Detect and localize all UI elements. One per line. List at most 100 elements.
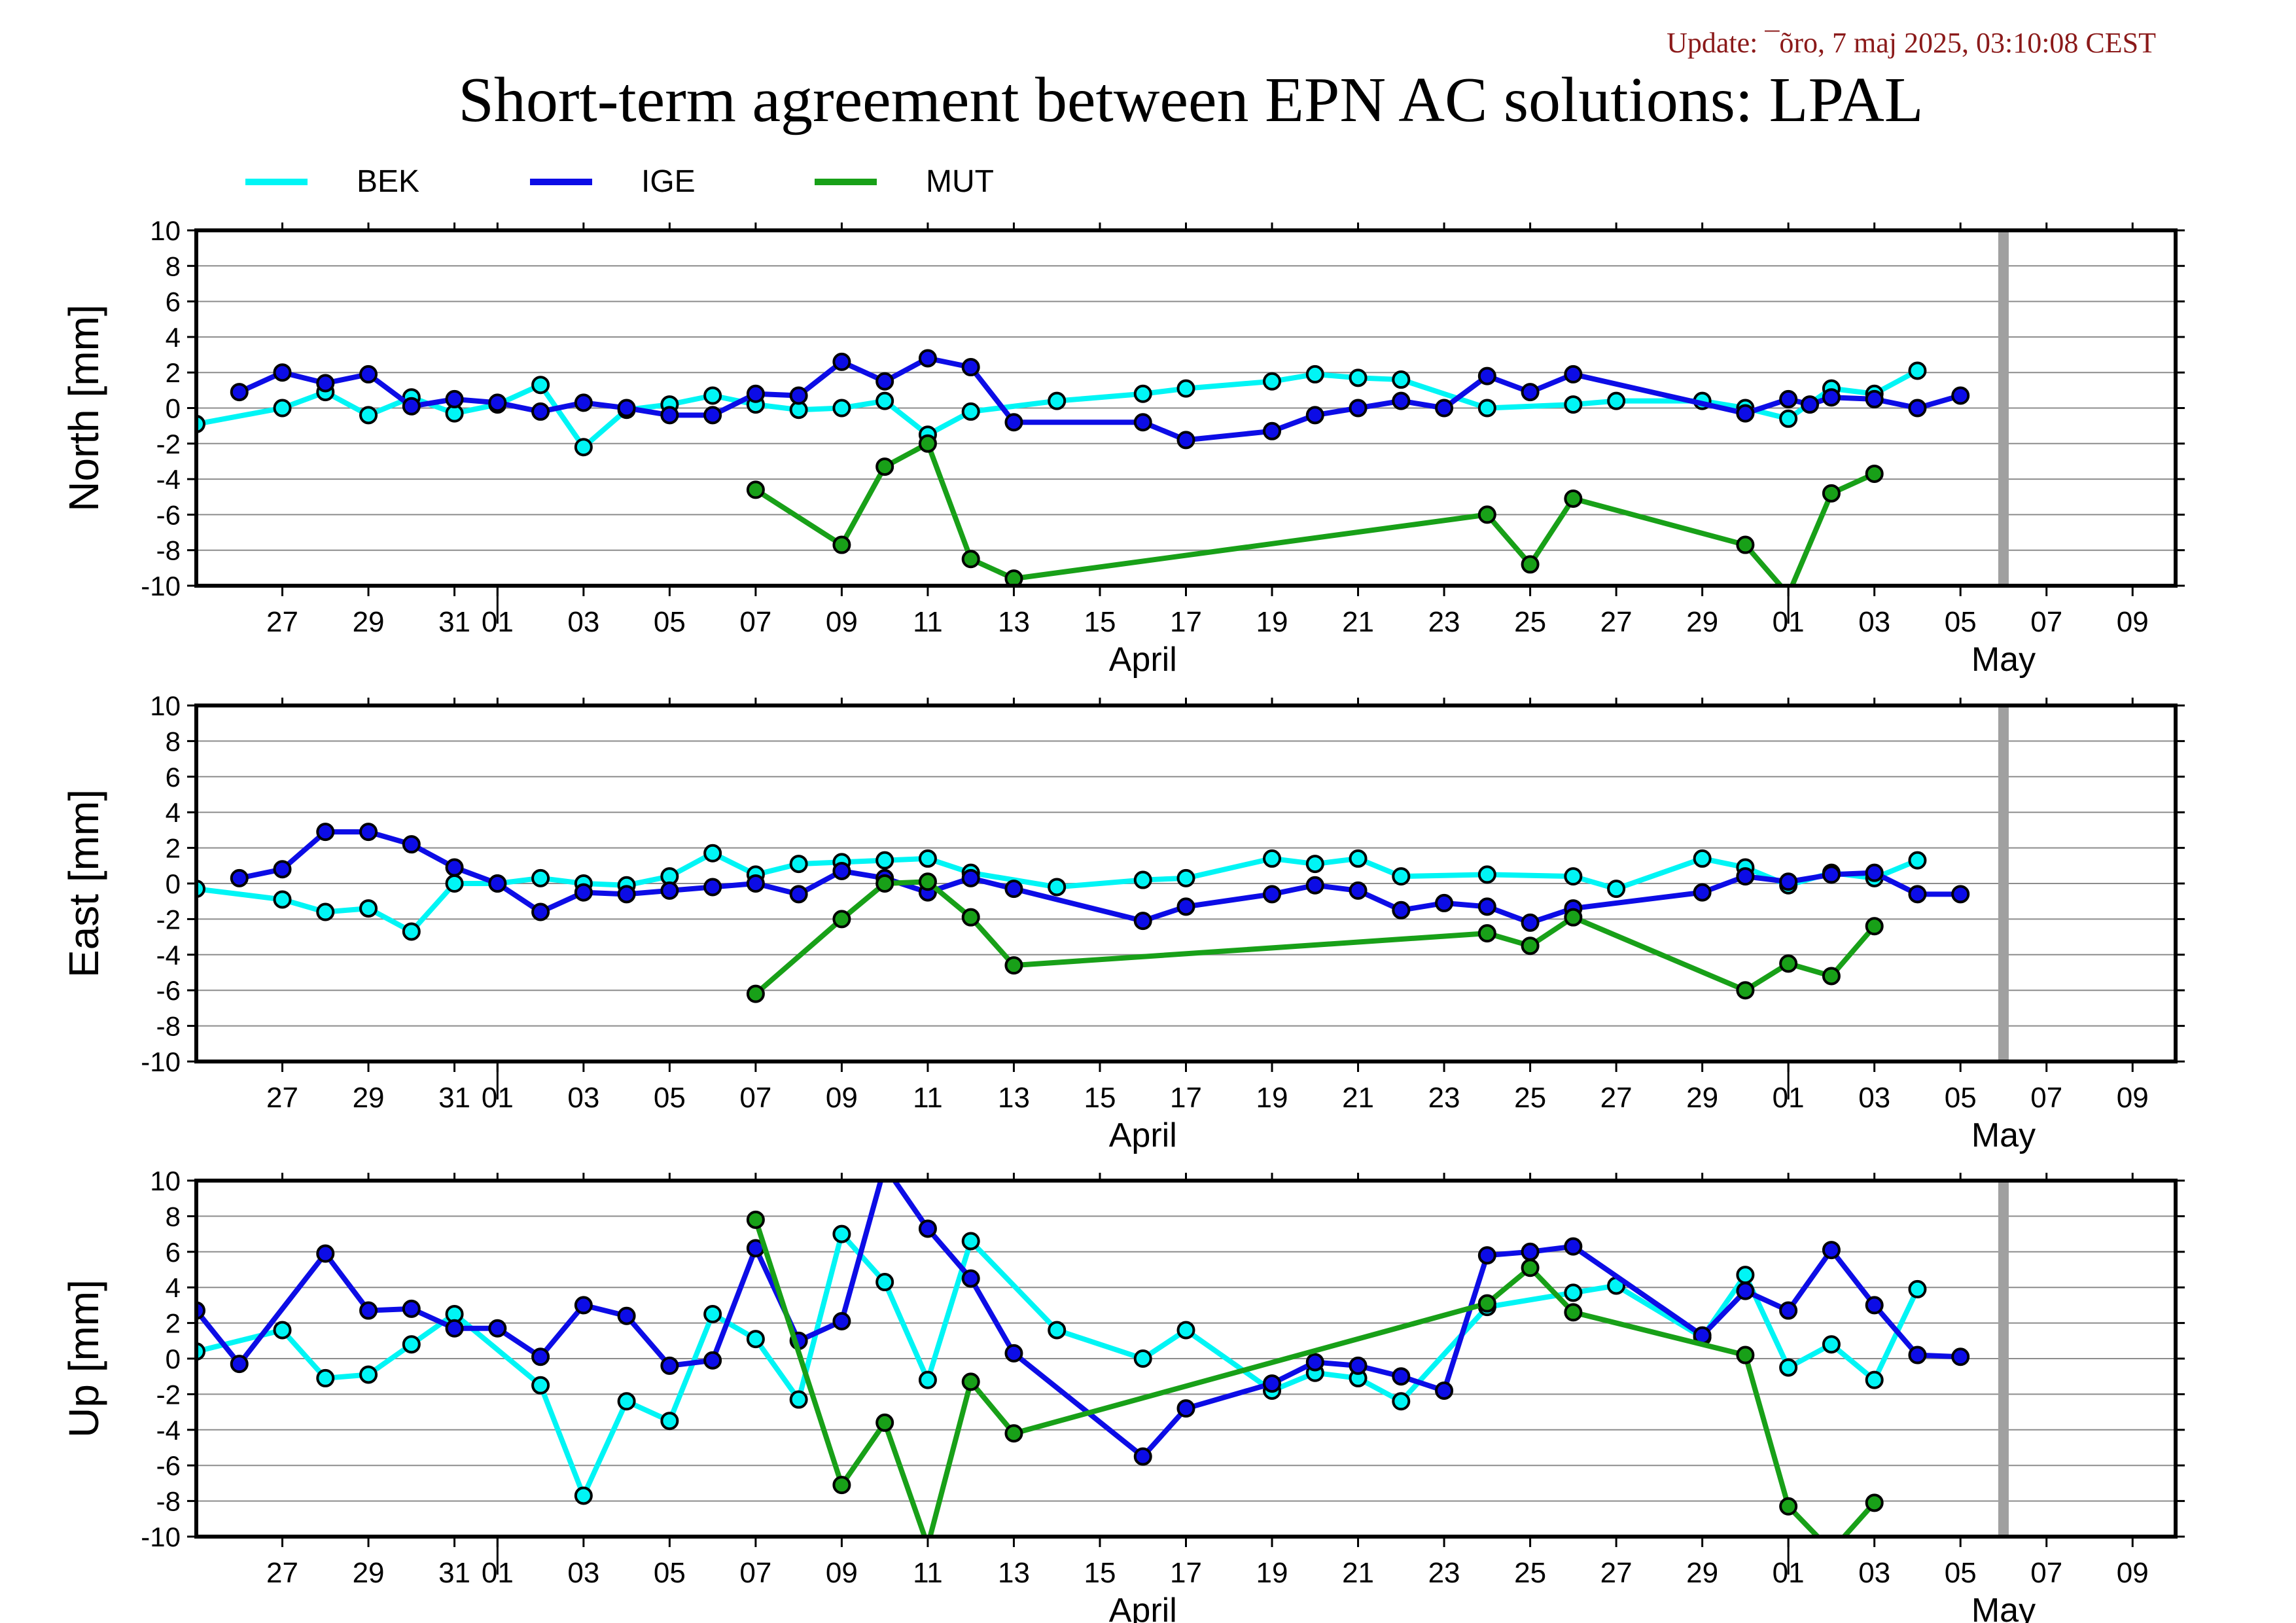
data-point-bek [1779,409,1798,428]
y-tick-label: -8 [156,1011,181,1042]
data-point-bek [574,1486,593,1505]
x-tick-label: 31 [438,606,470,638]
x-tick-label: 29 [1686,1557,1718,1589]
data-point-bek [1305,855,1324,874]
data-point-ige [1779,1301,1798,1320]
series-line-bek [196,368,1919,450]
data-point-bek [273,399,292,418]
data-point-bek [1865,1370,1884,1389]
data-point-bek [1908,851,1927,870]
today-marker [1998,705,2009,1061]
data-point-ige [1822,865,1841,884]
y-tick-label: -8 [156,535,181,566]
x-tick-label: 21 [1342,1082,1374,1114]
data-point-ige [832,861,851,880]
data-point-bek [703,844,722,863]
x-tick-label: 25 [1514,1557,1546,1589]
data-point-ige [359,1301,378,1320]
data-point-ige [1564,1237,1583,1256]
x-tick-label: 19 [1256,606,1288,638]
data-point-mut [1779,1497,1798,1516]
data-point-ige [1521,383,1540,402]
y-tick-label: -4 [156,1415,181,1446]
data-point-bek [1779,1358,1798,1377]
y-tick-label: 8 [166,251,181,281]
data-point-bek [531,1376,550,1395]
data-point-ige [961,358,980,377]
data-point-bek [1477,399,1496,418]
data-point-bek [1133,1349,1152,1368]
data-point-bek [789,855,808,874]
data-point-ige [1176,897,1195,916]
data-point-bek [1564,395,1583,414]
data-point-ige [617,885,636,904]
x-tick-label: 11 [913,1082,943,1114]
y-axis-label: Up [mm] [60,1279,107,1438]
data-point-ige [316,1244,335,1263]
data-point-mut [746,480,765,499]
x-tick-label: 15 [1084,1557,1116,1589]
x-tick-label: 11 [913,606,943,638]
data-point-bek [273,890,292,909]
data-point-mut [1736,1346,1755,1364]
legend-item-bek: BEK [245,164,419,199]
data-point-bek [402,1335,421,1354]
data-point-ige [660,881,679,900]
data-point-ige [1865,863,1884,882]
data-point-bek [832,399,851,418]
data-point-ige [1133,1447,1152,1466]
data-point-bek [359,406,378,425]
data-point-ige [1908,1346,1927,1364]
x-tick-label: 27 [266,1082,298,1114]
data-point-ige [1521,1242,1540,1261]
x-tick-label: 09 [826,1557,858,1589]
data-point-bek [531,868,550,887]
x-tick-label: 09 [826,606,858,638]
x-tick-label: 05 [1945,606,1977,638]
data-point-ige [316,823,335,842]
data-point-ige [703,406,722,425]
x-tick-label: 13 [998,1557,1030,1589]
data-point-ige [1133,912,1152,931]
series-group [196,823,1970,1003]
data-point-mut [1865,1493,1884,1512]
data-point-bek [273,1321,292,1340]
series-line-bek [196,1231,1920,1499]
data-point-ige [402,835,421,854]
x-tick-label: 03 [567,606,599,638]
x-tick-label: 27 [266,606,298,638]
x-tick-label: 03 [1858,1082,1890,1114]
data-point-ige [832,352,851,371]
data-point-mut [875,457,894,476]
x-tick-label: 13 [998,1082,1030,1114]
data-point-ige [1305,876,1324,895]
data-point-mut [1477,924,1496,943]
data-point-ige [1392,391,1411,410]
data-point-bek [832,1224,851,1243]
data-point-bek [746,1330,765,1349]
data-point-mut [1004,956,1023,975]
data-point-ige [1801,395,1820,414]
data-point-ige [1779,872,1798,891]
data-point-ige [1305,406,1324,425]
data-point-ige [746,384,765,403]
data-point-ige [1477,366,1496,385]
data-point-ige [789,885,808,904]
data-point-ige [703,1351,722,1370]
y-tick-label: -10 [141,571,181,601]
data-point-ige [1349,1356,1368,1375]
x-tick-label: 05 [1945,1557,1977,1589]
x-tick-label: 09 [2117,606,2149,638]
data-point-bek [1305,365,1324,383]
data-point-bek [1564,867,1583,886]
x-tick-label: 31 [438,1082,470,1114]
data-point-bek [1908,361,1927,380]
data-point-bek [1048,878,1067,897]
y-tick-label: -10 [141,1522,181,1552]
data-point-ige [1951,386,1970,405]
x-tick-label: 11 [913,1557,943,1589]
y-axis-label: East [mm] [60,789,107,978]
month-label: May [1971,641,2036,679]
data-point-bek [1607,880,1626,899]
